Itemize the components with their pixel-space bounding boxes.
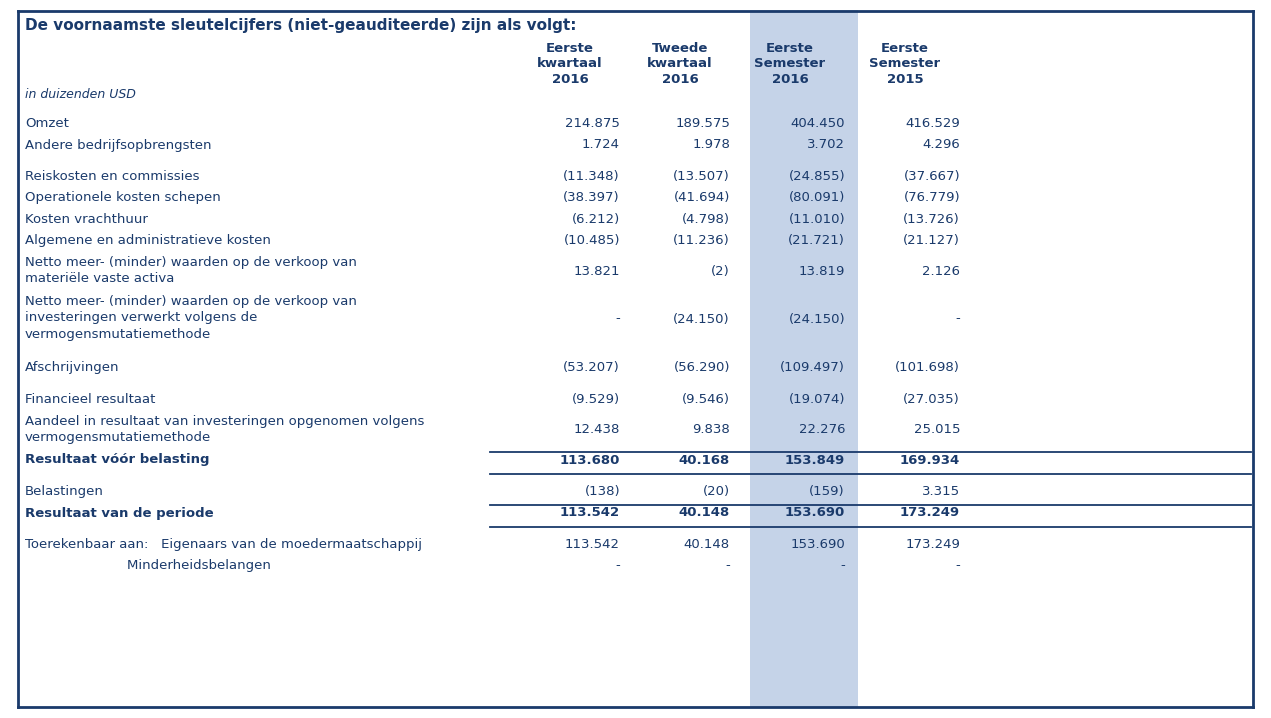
Text: (21.127): (21.127) xyxy=(904,235,960,248)
Text: Afschrijvingen: Afschrijvingen xyxy=(25,361,119,375)
Text: Toerekenbaar aan:   Eigenaars van de moedermaatschappij: Toerekenbaar aan: Eigenaars van de moede… xyxy=(25,538,422,551)
Text: Resultaat vóór belasting: Resultaat vóór belasting xyxy=(25,454,210,467)
Text: 169.934: 169.934 xyxy=(900,454,960,467)
Text: (56.290): (56.290) xyxy=(674,361,730,375)
Text: 9.838: 9.838 xyxy=(693,423,730,437)
Text: 13.819: 13.819 xyxy=(798,265,845,278)
Text: (24.855): (24.855) xyxy=(788,170,845,183)
Text: 214.875: 214.875 xyxy=(566,117,620,130)
Text: (13.726): (13.726) xyxy=(904,213,960,226)
Text: (6.212): (6.212) xyxy=(572,213,620,226)
Text: 2016: 2016 xyxy=(771,73,808,86)
Text: 4.296: 4.296 xyxy=(923,139,960,151)
Text: Operationele kosten schepen: Operationele kosten schepen xyxy=(25,192,221,205)
Text: 2016: 2016 xyxy=(552,73,588,86)
Text: (13.507): (13.507) xyxy=(674,170,730,183)
Text: 189.575: 189.575 xyxy=(675,117,730,130)
Text: 3.315: 3.315 xyxy=(921,485,960,498)
Text: 3.702: 3.702 xyxy=(807,139,845,151)
Text: (80.091): (80.091) xyxy=(788,192,845,205)
Text: (41.694): (41.694) xyxy=(674,192,730,205)
Text: 173.249: 173.249 xyxy=(900,506,960,520)
Text: (11.236): (11.236) xyxy=(674,235,730,248)
Text: 40.148: 40.148 xyxy=(684,538,730,551)
Text: -: - xyxy=(615,312,620,325)
Text: Eerste: Eerste xyxy=(881,42,929,55)
Text: 40.148: 40.148 xyxy=(679,506,730,520)
Bar xyxy=(750,10,858,708)
Text: 22.276: 22.276 xyxy=(798,423,845,437)
Text: Financieel resultaat: Financieel resultaat xyxy=(25,393,155,406)
Text: -: - xyxy=(840,559,845,572)
Text: Omzet: Omzet xyxy=(25,117,69,130)
Text: 2015: 2015 xyxy=(887,73,923,86)
Text: (9.546): (9.546) xyxy=(683,393,730,406)
Text: 113.680: 113.680 xyxy=(559,454,620,467)
Text: (138): (138) xyxy=(585,485,620,498)
Text: Kosten vrachthuur: Kosten vrachthuur xyxy=(25,213,147,226)
Text: Belastingen: Belastingen xyxy=(25,485,104,498)
Text: De voornaamste sleutelcijfers (niet-geauditeerde) zijn als volgt:: De voornaamste sleutelcijfers (niet-geau… xyxy=(25,18,577,33)
Text: (27.035): (27.035) xyxy=(904,393,960,406)
Text: (76.779): (76.779) xyxy=(904,192,960,205)
Text: Algemene en administratieve kosten: Algemene en administratieve kosten xyxy=(25,235,271,248)
Text: 173.249: 173.249 xyxy=(905,538,960,551)
Text: -: - xyxy=(956,559,960,572)
Text: (20): (20) xyxy=(703,485,730,498)
Text: 12.438: 12.438 xyxy=(573,423,620,437)
Text: (9.529): (9.529) xyxy=(572,393,620,406)
Text: (159): (159) xyxy=(810,485,845,498)
Text: Netto meer- (minder) waarden op de verkoop van
materiële vaste activa: Netto meer- (minder) waarden op de verko… xyxy=(25,256,357,286)
Text: Eerste: Eerste xyxy=(766,42,813,55)
Text: (37.667): (37.667) xyxy=(904,170,960,183)
Text: (4.798): (4.798) xyxy=(683,213,730,226)
Text: Resultaat van de periode: Resultaat van de periode xyxy=(25,506,214,520)
Text: Semester: Semester xyxy=(869,57,941,70)
Text: (21.721): (21.721) xyxy=(788,235,845,248)
Text: (38.397): (38.397) xyxy=(563,192,620,205)
Text: 2016: 2016 xyxy=(662,73,698,86)
Text: (24.150): (24.150) xyxy=(788,312,845,325)
Text: 1.724: 1.724 xyxy=(582,139,620,151)
Text: Netto meer- (minder) waarden op de verkoop van
investeringen verwerkt volgens de: Netto meer- (minder) waarden op de verko… xyxy=(25,295,357,341)
Text: (109.497): (109.497) xyxy=(780,361,845,375)
Text: 2.126: 2.126 xyxy=(921,265,960,278)
Text: 40.168: 40.168 xyxy=(679,454,730,467)
Text: Reiskosten en commissies: Reiskosten en commissies xyxy=(25,170,200,183)
Text: (19.074): (19.074) xyxy=(788,393,845,406)
Text: (10.485): (10.485) xyxy=(563,235,620,248)
Text: 1.978: 1.978 xyxy=(693,139,730,151)
Text: Semester: Semester xyxy=(755,57,826,70)
Text: Eerste: Eerste xyxy=(547,42,594,55)
Text: Minderheidsbelangen: Minderheidsbelangen xyxy=(25,559,271,572)
Text: kwartaal: kwartaal xyxy=(538,57,602,70)
Text: -: - xyxy=(615,559,620,572)
Text: 13.821: 13.821 xyxy=(573,265,620,278)
Text: 113.542: 113.542 xyxy=(559,506,620,520)
Text: 416.529: 416.529 xyxy=(905,117,960,130)
Text: Tweede: Tweede xyxy=(652,42,708,55)
Text: 404.450: 404.450 xyxy=(791,117,845,130)
Text: (2): (2) xyxy=(712,265,730,278)
Text: kwartaal: kwartaal xyxy=(647,57,713,70)
Text: -: - xyxy=(726,559,730,572)
Text: 113.542: 113.542 xyxy=(566,538,620,551)
Text: (101.698): (101.698) xyxy=(895,361,960,375)
Text: 25.015: 25.015 xyxy=(914,423,960,437)
Text: in duizenden USD: in duizenden USD xyxy=(25,88,136,101)
Text: 153.849: 153.849 xyxy=(784,454,845,467)
Text: (53.207): (53.207) xyxy=(563,361,620,375)
Text: 153.690: 153.690 xyxy=(784,506,845,520)
Text: -: - xyxy=(956,312,960,325)
Text: (11.348): (11.348) xyxy=(563,170,620,183)
Text: Aandeel in resultaat van investeringen opgenomen volgens
vermogensmutatiemethode: Aandeel in resultaat van investeringen o… xyxy=(25,414,425,444)
Text: (11.010): (11.010) xyxy=(788,213,845,226)
Text: 153.690: 153.690 xyxy=(791,538,845,551)
Text: (24.150): (24.150) xyxy=(674,312,730,325)
Text: Andere bedrijfsopbrengsten: Andere bedrijfsopbrengsten xyxy=(25,139,211,151)
